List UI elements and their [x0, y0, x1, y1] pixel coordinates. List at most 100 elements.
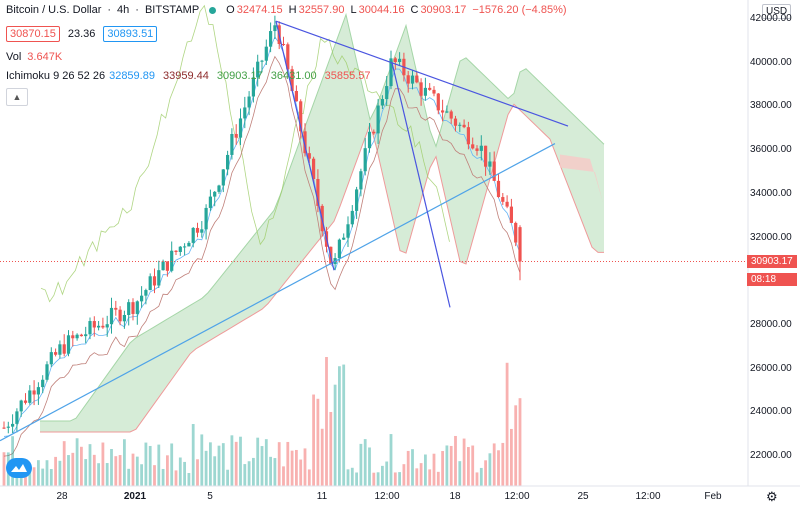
candle-body: [131, 302, 135, 314]
volume-bar: [260, 446, 264, 486]
sell-price-button[interactable]: 30870.15: [6, 26, 60, 42]
separator: ·: [107, 4, 112, 16]
candle-body: [152, 276, 157, 286]
volume-bar: [196, 459, 199, 486]
candle-body: [337, 239, 341, 259]
gear-icon[interactable]: ⚙: [766, 489, 778, 504]
volume-legend: Vol 3.647K: [6, 51, 62, 63]
volume-bar: [200, 434, 204, 486]
volume-bar: [49, 469, 53, 486]
ichimoku-label[interactable]: Ichimoku 9 26 52 26: [6, 70, 106, 82]
candle-body: [195, 227, 200, 233]
candle-body: [509, 206, 513, 223]
time-tick-label: 18: [449, 491, 461, 502]
candle-body: [462, 124, 466, 128]
price-tick-label: 34000.00: [750, 187, 792, 199]
ichimoku-cloud-bearish: [560, 154, 603, 203]
volume-bar: [230, 435, 234, 486]
price-tick-label: 32000.00: [750, 231, 792, 243]
candle-body: [342, 237, 346, 240]
candle-body: [294, 90, 298, 102]
volume-bar: [389, 434, 393, 486]
volume-bar: [342, 364, 346, 486]
volume-bar: [372, 472, 376, 486]
candle-body: [286, 44, 290, 70]
volume-bar: [153, 465, 156, 486]
candle-body: [226, 154, 230, 170]
candle-body: [75, 334, 79, 339]
symbol-name[interactable]: Bitcoin / U.S. Dollar: [6, 4, 102, 16]
buy-price-button[interactable]: 30893.51: [103, 26, 158, 42]
volume-bar: [471, 445, 475, 486]
bar-countdown-tag: 08:18: [747, 273, 797, 286]
price-tick-label: 26000.00: [750, 362, 792, 374]
time-tick-label: 11: [316, 491, 328, 502]
resistance-trendline: [275, 20, 569, 127]
candle-body: [247, 96, 251, 108]
volume-bar: [467, 447, 470, 486]
candle-body: [428, 87, 432, 90]
volume-bar: [355, 472, 358, 486]
candle-body: [2, 427, 6, 429]
volume-bar: [419, 463, 423, 486]
time-tick-label: 12:00: [504, 491, 530, 502]
candle-body: [350, 210, 354, 225]
ohlc-close: 30903.17: [420, 4, 467, 16]
volume-bar: [333, 384, 337, 486]
candle-body: [230, 133, 234, 155]
candle-body: [398, 58, 402, 63]
price-tick-label: 38000.00: [750, 100, 792, 112]
volume-bar: [252, 457, 255, 486]
candle-body: [488, 161, 492, 167]
volume-bar: [264, 439, 268, 486]
candle-body: [264, 46, 268, 61]
support-trendline: [0, 143, 556, 442]
volume-bar: [316, 398, 320, 486]
time-tick-label: 25: [577, 491, 589, 502]
volume-bar: [110, 449, 113, 486]
volume-bar: [462, 438, 466, 486]
candle-body: [436, 93, 440, 111]
candle-body: [84, 334, 88, 337]
candle-body: [312, 158, 316, 180]
volume-bar: [295, 449, 298, 486]
volume-bar: [307, 469, 311, 486]
volume-bar: [204, 450, 208, 486]
time-tick-label: Feb: [704, 491, 722, 502]
ohlc-high: 32557.90: [298, 4, 345, 16]
volume-bar: [406, 450, 410, 486]
tradingview-logo-icon[interactable]: [6, 458, 32, 478]
candle-body: [290, 69, 294, 91]
volume-bar: [247, 461, 251, 486]
volume-bar: [415, 468, 419, 486]
candle-body: [303, 131, 307, 154]
volume-bar: [299, 459, 303, 486]
interval-label[interactable]: 4h: [117, 4, 130, 16]
volume-bar: [303, 448, 307, 486]
candle-body: [458, 124, 462, 126]
candle-body: [496, 180, 501, 198]
price-tick-label: 28000.00: [750, 318, 792, 330]
volume-bar: [239, 436, 242, 486]
volume-bar: [166, 455, 169, 486]
currency-button[interactable]: USD: [762, 4, 792, 19]
chevron-up-icon: ▲: [12, 92, 22, 102]
volume-bar: [424, 454, 427, 486]
candle-body: [122, 314, 126, 322]
candle-body: [45, 364, 49, 380]
volume-bar: [41, 468, 45, 486]
candle-body: [62, 344, 66, 354]
candle-body: [183, 246, 187, 248]
volume-bar: [62, 441, 66, 486]
volume-bar: [123, 439, 126, 486]
volume-bar: [320, 428, 324, 486]
volume-bar: [24, 469, 27, 486]
trade-box: 30870.15 23.36 30893.51: [6, 26, 158, 42]
volume-bar: [148, 445, 152, 486]
collapse-legend-button[interactable]: ▲: [6, 88, 28, 106]
volume-bar: [475, 472, 479, 486]
volume-label[interactable]: Vol: [6, 51, 22, 63]
candle-body: [238, 118, 243, 138]
volume-bar: [209, 442, 212, 486]
